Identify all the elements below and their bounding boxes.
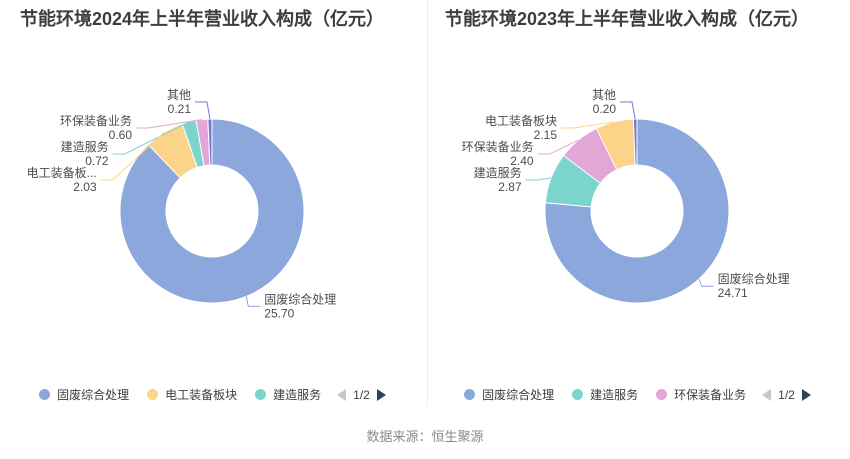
chart-panel-2024: 节能环境2024年上半年营业收入构成（亿元） 其他 0.21 环保装备业务 0.60 建… xyxy=(0,0,425,403)
legend-item-固废综合处理[interactable]: 固废综合处理 xyxy=(39,386,129,403)
label-line-固废综合处理 xyxy=(245,296,261,307)
pie-slice-固废综合处理[interactable] xyxy=(544,118,730,304)
pie-slice-其他[interactable] xyxy=(207,118,213,166)
legend-2024: 固废综合处理 电工装备板块 建造服务 1/2 xyxy=(0,386,425,403)
legend-page-indicator: 1/2 xyxy=(778,387,795,402)
legend-pager: 1/2 xyxy=(337,388,386,402)
slice-label-固废综合处理: 固废综合处理 25.70 xyxy=(264,291,336,320)
chart-panel-2023: 节能环境2023年上半年营业收入构成（亿元） 其他 0.20 电工装备板块 2.15 环… xyxy=(425,0,850,459)
label-line-建造服务 xyxy=(525,177,552,181)
slice-label-固废综合处理: 固废综合处理 24.71 xyxy=(718,271,790,300)
slice-label-建造服务: 建造服务 0.72 xyxy=(61,139,109,168)
legend-label: 固废综合处理 xyxy=(57,388,130,402)
slice-label-电工装备板块: 电工装备板... 2.03 xyxy=(27,166,97,194)
slice-label-环保装备业务: 环保装备业务 2.40 xyxy=(462,139,534,168)
legend-item-建造服务[interactable]: 建造服务 xyxy=(255,386,321,403)
legend-item-电工装备板块[interactable]: 电工装备板块 xyxy=(147,386,237,403)
legend-marker-icon xyxy=(39,389,51,400)
pie-slice-其他[interactable] xyxy=(632,118,638,166)
legend-item-建造服务[interactable]: 建造服务 xyxy=(572,386,638,403)
legend-marker-icon xyxy=(147,389,159,400)
slice-label-其他: 其他 0.21 xyxy=(167,88,191,116)
legend-prev-icon[interactable] xyxy=(762,388,772,401)
legend-items: 固废综合处理 电工装备板块 建造服务 xyxy=(39,386,321,403)
chart-title-2024: 节能环境2024年上半年营业收入构成（亿元） xyxy=(20,9,385,29)
label-line-环保装备业务 xyxy=(136,119,203,129)
label-line-建造服务 xyxy=(112,121,190,155)
legend-item-环保装备业务[interactable]: 环保装备业务 xyxy=(656,386,746,403)
slice-label-其他: 其他 0.20 xyxy=(592,88,616,116)
chart-title-2023: 节能环境2023年上半年营业收入构成（亿元） xyxy=(445,9,810,29)
legend-pager: 1/2 xyxy=(762,388,811,402)
legend-label: 建造服务 xyxy=(273,388,322,402)
legend-2023: 固废综合处理 建造服务 环保装备业务 1/2 xyxy=(425,386,850,403)
label-line-其他 xyxy=(195,101,211,120)
label-line-环保装备业务 xyxy=(537,139,579,155)
legend-next-icon[interactable] xyxy=(376,388,386,401)
legend-marker-icon xyxy=(255,389,267,400)
legend-page-indicator: 1/2 xyxy=(353,387,370,402)
pie-slice-固废综合处理[interactable] xyxy=(119,118,305,304)
legend-item-固废综合处理[interactable]: 固废综合处理 xyxy=(464,386,554,403)
legend-label: 电工装备板块 xyxy=(165,388,238,402)
legend-label: 固废综合处理 xyxy=(482,388,555,402)
label-line-电工装备板块 xyxy=(561,121,615,129)
label-line-其他 xyxy=(620,101,636,120)
slice-label-电工装备板块: 电工装备板块 2.15 xyxy=(485,114,557,142)
legend-next-icon[interactable] xyxy=(801,388,811,401)
legend-marker-icon xyxy=(656,389,668,400)
legend-label: 建造服务 xyxy=(590,388,639,402)
slice-label-建造服务: 建造服务 2.87 xyxy=(474,165,522,194)
legend-prev-icon[interactable] xyxy=(337,388,347,401)
data-source-note: 数据来源：恒生聚源 xyxy=(366,429,484,444)
panel-divider xyxy=(427,0,428,406)
legend-marker-icon xyxy=(464,389,476,400)
legend-items: 固废综合处理 建造服务 环保装备业务 xyxy=(464,386,746,403)
label-line-电工装备板块 xyxy=(100,132,165,181)
label-line-固废综合处理 xyxy=(698,278,714,287)
legend-label: 环保装备业务 xyxy=(674,388,747,402)
legend-marker-icon xyxy=(572,389,584,400)
slice-label-环保装备业务: 环保装备业务 0.60 xyxy=(60,113,132,142)
